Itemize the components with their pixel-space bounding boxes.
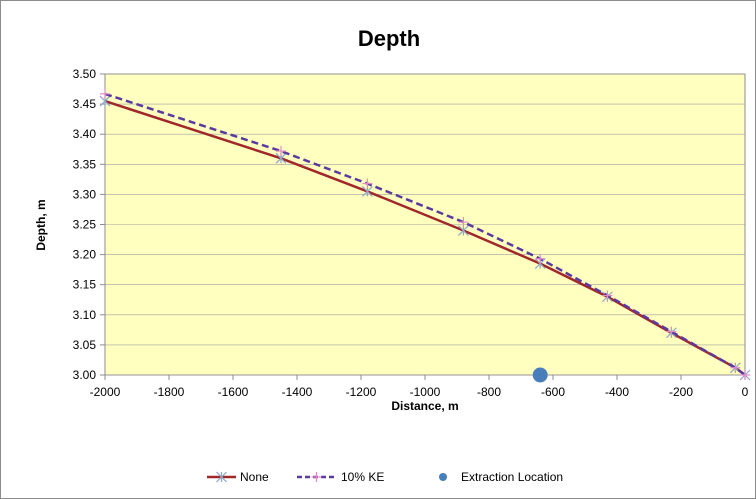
y-tick-labels: 3.00 3.05 3.10 3.15 3.20 3.25 3.30 3.35 3.40 3.45… — [73, 67, 97, 382]
data-point-0 — [457, 225, 469, 236]
y-tick-label: 3.30 — [73, 187, 97, 201]
y-tick-label: 3.10 — [73, 308, 97, 322]
x-tick-label: -1200 — [346, 385, 377, 399]
data-point-1 — [740, 370, 750, 380]
legend-label: Extraction Location — [461, 470, 563, 484]
x-tick-label: -600 — [541, 385, 565, 399]
y-tick-label: 3.00 — [73, 368, 97, 382]
data-point-1 — [362, 178, 373, 189]
data-point-1 — [100, 88, 110, 99]
x-tick-label: 0 — [742, 385, 749, 399]
x-tick-label: -1400 — [282, 385, 313, 399]
y-tick-label: 3.50 — [73, 67, 97, 81]
legend-label: 10% KE — [341, 470, 384, 484]
x-tick-label: -400 — [605, 385, 629, 399]
y-tick-label: 3.25 — [73, 218, 97, 232]
y-tick-label: 3.35 — [73, 157, 97, 171]
legend-item-2: Extraction Location — [439, 470, 563, 484]
y-tick-label: 3.20 — [73, 248, 97, 262]
x-tick-label: -1800 — [154, 385, 185, 399]
legend-label: None — [240, 470, 269, 484]
x-tick-labels: -2000 -1800 -1600 -1400 -1200 -1000 -800 -600 -4… — [90, 385, 749, 399]
x-tick-label: -1000 — [410, 385, 441, 399]
data-point-1 — [666, 326, 677, 337]
data-point-1 — [458, 217, 469, 228]
series-layer — [99, 88, 751, 383]
data-point-1 — [535, 253, 546, 264]
chart-title: Depth — [358, 26, 420, 51]
x-tick-label: -2000 — [90, 385, 121, 399]
x-tick-label: -200 — [669, 385, 693, 399]
data-point-1 — [276, 146, 286, 157]
data-point-2 — [532, 367, 548, 383]
data-point-1 — [602, 290, 613, 301]
legend: None 10% KE Extraction Location — [207, 470, 563, 484]
legend-item-0: None — [207, 470, 269, 484]
data-point-1 — [730, 362, 741, 373]
x-axis-title: Distance, m — [391, 399, 458, 413]
y-tick-label: 3.05 — [73, 338, 97, 352]
y-tick-label: 3.40 — [73, 127, 97, 141]
y-tick-label: 3.15 — [73, 278, 97, 292]
x-tick-label: -1600 — [218, 385, 249, 399]
y-axis-title: Depth, m — [34, 199, 48, 250]
y-tick-label: 3.45 — [73, 97, 97, 111]
legend-marker — [439, 473, 447, 481]
legend-marker — [311, 472, 322, 482]
x-tick-label: -800 — [477, 385, 501, 399]
legend-item-1: 10% KE — [297, 470, 384, 484]
legend-marker — [216, 471, 227, 483]
